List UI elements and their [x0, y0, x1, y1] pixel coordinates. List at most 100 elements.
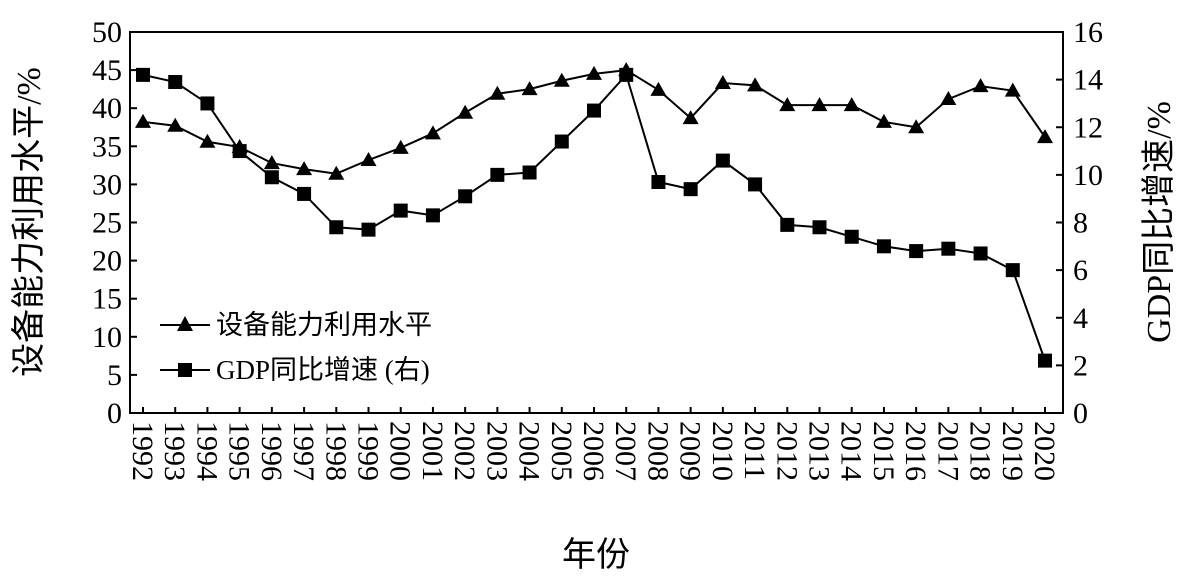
data-point-square — [973, 246, 988, 261]
data-point-triangle — [360, 152, 377, 167]
y-tick-label-right: 16 — [1073, 16, 1103, 49]
data-point-triangle — [263, 155, 280, 170]
data-point-square — [425, 208, 440, 223]
y-tick-label-left: 15 — [92, 283, 122, 316]
data-point-square — [876, 239, 891, 254]
x-tick-label: 2006 — [577, 421, 610, 481]
x-tick-label: 2015 — [867, 421, 900, 481]
data-point-triangle — [714, 75, 731, 90]
x-tick-label: 2010 — [706, 421, 739, 481]
x-tick-label: 1997 — [287, 421, 320, 481]
data-point-square — [361, 222, 376, 237]
y-axis-label-right: GDP同比增速/% — [1140, 101, 1178, 343]
data-point-square — [651, 175, 666, 190]
x-tick-label: 2018 — [964, 421, 997, 481]
data-point-triangle — [328, 165, 345, 180]
data-point-square — [619, 67, 634, 82]
x-tick-label: 1995 — [223, 421, 256, 481]
data-point-square — [522, 165, 537, 180]
x-tick-label: 2013 — [803, 421, 836, 481]
data-point-square — [812, 220, 827, 235]
x-tick-label: 1993 — [158, 421, 191, 481]
y-tick-label-right: 6 — [1073, 254, 1088, 287]
data-point-square — [232, 144, 247, 159]
data-point-square — [587, 103, 601, 118]
y-tick-label-right: 10 — [1073, 159, 1103, 192]
x-tick-label: 2019 — [996, 421, 1029, 481]
data-point-triangle — [135, 113, 151, 128]
x-tick-label: 2016 — [899, 421, 932, 481]
legend-label-utilization: 设备能力利用水平 — [216, 310, 432, 340]
data-point-triangle — [747, 77, 764, 92]
y-tick-label-right: 4 — [1073, 302, 1088, 335]
data-point-square — [683, 182, 698, 197]
data-point-triangle — [875, 113, 892, 128]
series-line-utilization — [142, 69, 1046, 175]
x-tick-label: 2009 — [674, 421, 707, 481]
data-point-triangle — [489, 85, 506, 100]
data-point-triangle — [908, 119, 925, 134]
data-point-square — [393, 203, 408, 218]
x-tick-label: 2002 — [448, 421, 481, 481]
data-point-triangle — [457, 104, 474, 119]
data-point-square — [1005, 263, 1020, 278]
x-tick-label: 2008 — [641, 421, 674, 481]
data-point-triangle — [167, 117, 184, 132]
data-point-triangle — [586, 65, 602, 80]
data-point-triangle — [424, 125, 441, 140]
data-point-triangle — [521, 81, 538, 96]
y-tick-label-right: 8 — [1073, 207, 1088, 240]
x-tick-label: 2020 — [1028, 421, 1061, 481]
y-tick-label-right: 14 — [1073, 64, 1103, 97]
x-axis-label: 年份 — [562, 536, 630, 574]
data-point-square — [748, 177, 763, 192]
data-point-triangle — [553, 72, 570, 87]
data-point-triangle — [940, 91, 957, 106]
y-tick-label-right: 12 — [1073, 111, 1103, 144]
data-point-triangle — [811, 97, 828, 112]
data-point-triangle — [650, 81, 667, 96]
legend-label-gdp: GDP同比增速 (右) — [216, 355, 430, 385]
data-point-triangle — [392, 139, 409, 154]
data-point-square — [780, 217, 795, 232]
x-tick-label: 2007 — [609, 421, 642, 481]
x-tick-label: 2017 — [931, 421, 964, 481]
x-tick-label: 2003 — [480, 421, 513, 481]
x-tick-label: 1998 — [319, 421, 352, 481]
data-point-triangle — [972, 78, 989, 93]
y-tick-label-left: 45 — [92, 54, 122, 87]
y-tick-label-left: 50 — [92, 16, 122, 49]
x-tick-label: 2005 — [545, 421, 578, 481]
x-tick-label: 2004 — [513, 421, 546, 481]
data-point-square — [136, 67, 150, 82]
y-tick-label-left: 35 — [92, 130, 122, 163]
y-tick-label-right: 2 — [1073, 349, 1088, 382]
data-point-square — [458, 189, 473, 204]
y-axis-label-left: 设备能力利用水平/% — [10, 67, 48, 377]
y-tick-label-left: 20 — [92, 245, 122, 278]
y-tick-label-left: 5 — [107, 359, 122, 392]
data-point-square — [554, 134, 569, 149]
x-tick-label: 1999 — [352, 421, 385, 481]
x-tick-label: 1996 — [255, 421, 288, 481]
data-point-square — [168, 75, 183, 90]
x-tick-label: 1994 — [190, 421, 223, 481]
data-point-square — [264, 170, 279, 185]
y-tick-label-left: 25 — [92, 207, 122, 240]
x-tick-label: 2012 — [770, 421, 803, 481]
data-point-triangle — [1037, 129, 1053, 144]
data-point-square — [715, 153, 730, 168]
x-tick-label: 2001 — [416, 421, 449, 481]
x-tick-label: 2000 — [384, 421, 417, 481]
y-tick-label-right: 0 — [1073, 397, 1088, 430]
data-point-square — [844, 229, 859, 244]
data-point-triangle — [296, 161, 313, 176]
x-tick-label: 2014 — [835, 421, 868, 481]
y-tick-label-left: 0 — [107, 397, 122, 430]
data-point-square — [297, 186, 312, 201]
data-point-triangle — [682, 110, 699, 125]
data-point-triangle — [1004, 82, 1021, 97]
data-point-square — [1038, 353, 1052, 368]
x-tick-label: 1992 — [126, 421, 159, 481]
y-tick-label-left: 40 — [92, 92, 122, 125]
